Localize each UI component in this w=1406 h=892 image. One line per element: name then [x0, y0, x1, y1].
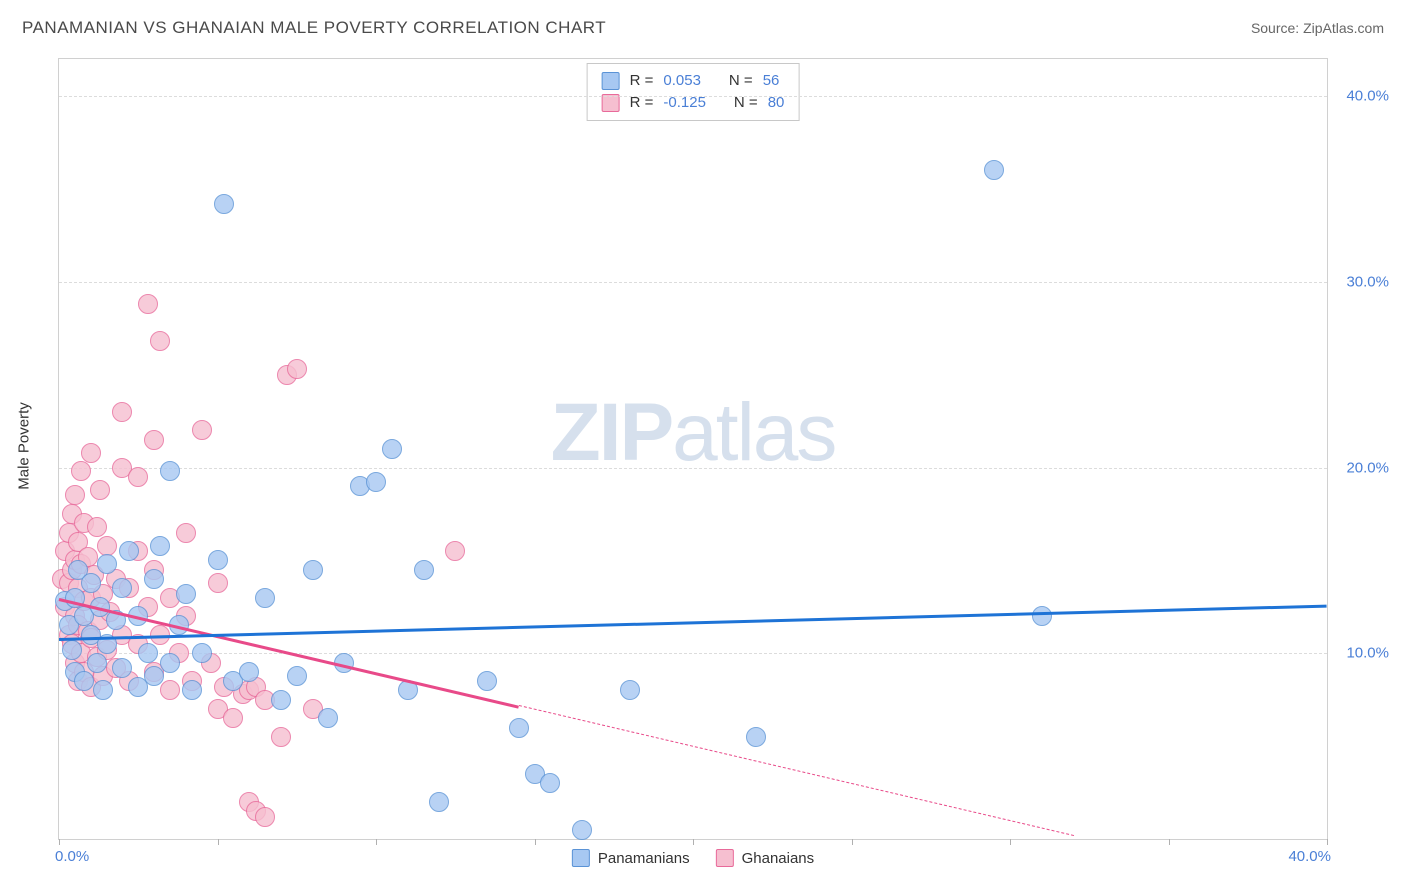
data-point [223, 708, 243, 728]
y-tick-label: 20.0% [1346, 459, 1389, 476]
data-point [144, 430, 164, 450]
grid-line [59, 96, 1327, 97]
data-point [318, 708, 338, 728]
data-point [208, 573, 228, 593]
data-point [176, 584, 196, 604]
data-point [81, 573, 101, 593]
data-point [382, 439, 402, 459]
data-point [150, 536, 170, 556]
data-point [287, 666, 307, 686]
data-point [138, 294, 158, 314]
x-tick-label: 0.0% [55, 848, 89, 865]
swatch-panamanians [602, 72, 620, 90]
grid-line [59, 282, 1327, 283]
x-tick-label: 40.0% [1288, 848, 1331, 865]
x-tick-mark [1010, 839, 1011, 845]
grid-line [59, 653, 1327, 654]
x-tick-mark [1169, 839, 1170, 845]
stats-row-panamanians: R = 0.053 N = 56 [602, 70, 785, 92]
data-point [65, 485, 85, 505]
data-point [255, 588, 275, 608]
data-point [112, 402, 132, 422]
data-point [97, 536, 117, 556]
data-point [62, 640, 82, 660]
data-point [192, 643, 212, 663]
data-point [509, 718, 529, 738]
data-point [984, 160, 1004, 180]
data-point [239, 662, 259, 682]
data-point [160, 653, 180, 673]
data-point [138, 643, 158, 663]
x-tick-mark [1327, 839, 1328, 845]
data-point [271, 690, 291, 710]
data-point [445, 541, 465, 561]
scatter-plot-area: ZIPatlas R = 0.053 N = 56 R = -0.125 N =… [58, 58, 1328, 840]
x-tick-mark [852, 839, 853, 845]
data-point [144, 569, 164, 589]
data-point [255, 807, 275, 827]
data-point [93, 680, 113, 700]
data-point [746, 727, 766, 747]
data-point [214, 194, 234, 214]
data-point [176, 523, 196, 543]
data-point [150, 331, 170, 351]
x-tick-mark [693, 839, 694, 845]
watermark: ZIPatlas [551, 386, 836, 480]
trend-line [59, 605, 1327, 641]
legend-item-panamanians: Panamanians [572, 849, 690, 867]
grid-line [59, 468, 1327, 469]
data-point [81, 443, 101, 463]
source-attribution: Source: ZipAtlas.com [1251, 20, 1384, 36]
y-axis-label: Male Poverty [16, 402, 33, 490]
x-tick-mark [535, 839, 536, 845]
data-point [97, 554, 117, 574]
x-tick-mark [59, 839, 60, 845]
legend-swatch-ghanaians [716, 849, 734, 867]
data-point [112, 658, 132, 678]
data-point [160, 461, 180, 481]
data-point [620, 680, 640, 700]
data-point [128, 467, 148, 487]
data-point [74, 671, 94, 691]
data-point [429, 792, 449, 812]
data-point [71, 461, 91, 481]
x-tick-mark [218, 839, 219, 845]
header: PANAMANIAN VS GHANAIAN MALE POVERTY CORR… [22, 18, 1384, 38]
data-point [540, 773, 560, 793]
trend-line [519, 705, 1074, 836]
x-tick-mark [376, 839, 377, 845]
data-point [477, 671, 497, 691]
y-tick-label: 10.0% [1346, 645, 1389, 662]
legend-swatch-panamanians [572, 849, 590, 867]
data-point [303, 560, 323, 580]
data-point [192, 420, 212, 440]
y-tick-label: 40.0% [1346, 88, 1389, 105]
data-point [182, 680, 202, 700]
data-point [87, 517, 107, 537]
data-point [119, 541, 139, 561]
data-point [287, 359, 307, 379]
data-point [112, 578, 132, 598]
y-tick-label: 30.0% [1346, 273, 1389, 290]
legend-item-ghanaians: Ghanaians [716, 849, 815, 867]
data-point [572, 820, 592, 840]
data-point [271, 727, 291, 747]
chart-title: PANAMANIAN VS GHANAIAN MALE POVERTY CORR… [22, 18, 606, 38]
data-point [414, 560, 434, 580]
data-point [366, 472, 386, 492]
correlation-stats-box: R = 0.053 N = 56 R = -0.125 N = 80 [587, 63, 800, 121]
data-point [160, 680, 180, 700]
legend: Panamanians Ghanaians [572, 849, 814, 867]
data-point [90, 480, 110, 500]
data-point [87, 653, 107, 673]
data-point [1032, 606, 1052, 626]
data-point [208, 550, 228, 570]
